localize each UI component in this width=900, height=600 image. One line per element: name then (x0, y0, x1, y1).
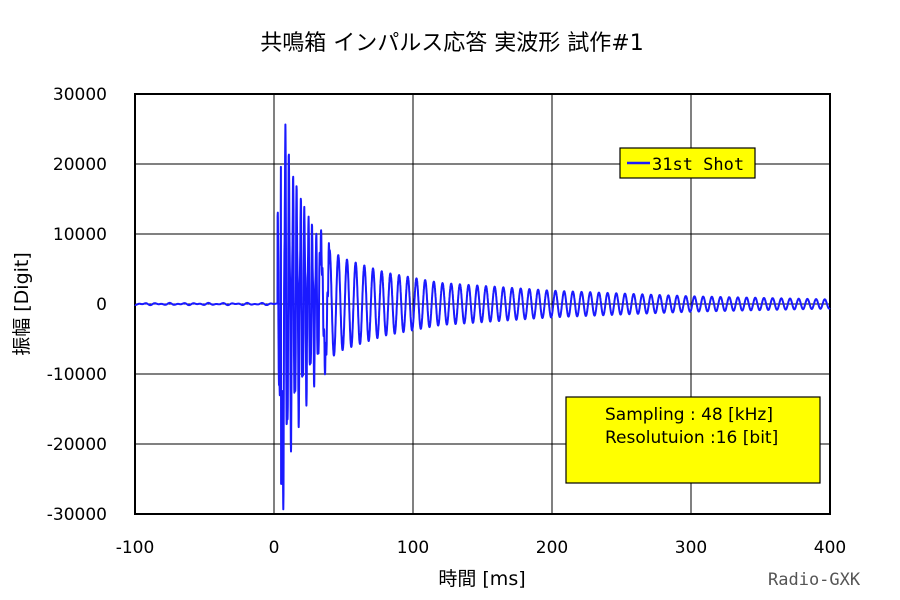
x-tick-label: 0 (269, 538, 280, 558)
y-tick-label: -30000 (47, 505, 107, 525)
y-tick-labels: 30000 20000 10000 0 -10000 -20000 -30000 (47, 85, 107, 525)
sampling-note: Sampling : 48 [kHz] Resolutuion :16 [bit… (565, 396, 821, 484)
y-tick-label: -20000 (47, 435, 107, 455)
note-box (565, 396, 821, 484)
chart-title: 共鳴箱 インパルス応答 実波形 試作#1 (260, 31, 643, 56)
x-tick-label: -100 (116, 538, 155, 558)
x-tick-label: 200 (536, 538, 568, 558)
y-axis-label: 振幅 [Digit] (11, 252, 33, 356)
y-tick-label: 0 (96, 295, 107, 315)
legend: 31st Shot (619, 147, 756, 179)
y-tick-label: 20000 (53, 155, 107, 175)
credit-label: Radio-GXK (768, 570, 861, 590)
note-sampling: Sampling : 48 [kHz] (605, 405, 773, 425)
y-tick-label: 30000 (53, 85, 107, 105)
y-tick-label: -10000 (47, 365, 107, 385)
y-tick-label: 10000 (53, 225, 107, 245)
x-tick-label: 100 (397, 538, 429, 558)
note-resolution: Resolutuion :16 [bit] (605, 428, 778, 448)
legend-entry-31st-shot: 31st Shot (652, 155, 744, 175)
x-tick-label: 300 (675, 538, 707, 558)
x-axis-label: 時間 [ms] (438, 568, 525, 590)
series-31st-shot-line (134, 123, 831, 511)
x-tick-labels: -100 0 100 200 300 400 (116, 538, 847, 558)
x-tick-label: 400 (814, 538, 846, 558)
